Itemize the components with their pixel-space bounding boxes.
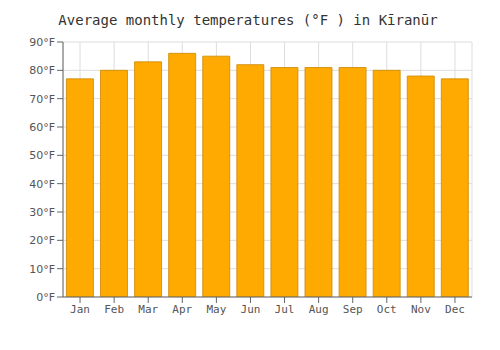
svg-text:30°F: 30°F — [29, 206, 55, 219]
svg-text:Aug: Aug — [309, 303, 329, 316]
svg-text:0°F: 0°F — [36, 291, 55, 304]
svg-text:90°F: 90°F — [29, 36, 55, 49]
svg-text:Mar: Mar — [138, 303, 158, 316]
svg-text:Feb: Feb — [104, 303, 124, 316]
svg-text:20°F: 20°F — [29, 234, 55, 247]
svg-text:70°F: 70°F — [29, 93, 55, 106]
svg-text:80°F: 80°F — [29, 64, 55, 77]
svg-text:Apr: Apr — [172, 303, 192, 316]
html-text:Average monthly temperatures (: Average monthly temperatures (°F ) in Kī… — [58, 12, 438, 28]
svg-text:Jun: Jun — [241, 303, 261, 316]
svg-text:10°F: 10°F — [29, 263, 55, 276]
svg-text:Dec: Dec — [445, 303, 465, 316]
svg-text:Oct: Oct — [377, 303, 397, 316]
svg-text:May: May — [206, 303, 226, 316]
svg-text:40°F: 40°F — [29, 178, 55, 191]
svg-text:Nov: Nov — [411, 303, 431, 316]
svg-text:Jul: Jul — [275, 303, 295, 316]
svg-text:60°F: 60°F — [29, 121, 55, 134]
svg-text:Jan: Jan — [70, 303, 90, 316]
svg-text:Sep: Sep — [343, 303, 363, 316]
svg-text:50°F: 50°F — [29, 149, 55, 162]
